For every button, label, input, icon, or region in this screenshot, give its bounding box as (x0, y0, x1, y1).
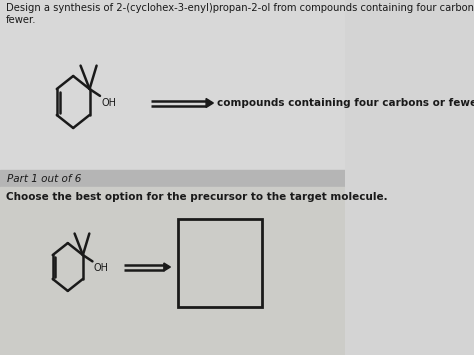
Text: Choose the best option for the precursor to the target molecule.: Choose the best option for the precursor… (6, 192, 387, 202)
Text: fewer.: fewer. (6, 15, 36, 25)
Text: Part 1 out of 6: Part 1 out of 6 (7, 174, 82, 184)
Text: OH: OH (94, 263, 109, 273)
Bar (0, 187, 345, 355)
Text: OH: OH (101, 98, 117, 108)
Text: compounds containing four carbons or fewer: compounds containing four carbons or few… (217, 98, 474, 108)
Polygon shape (206, 98, 213, 108)
Text: Design a synthesis of 2-(cyclohex-3-enyl)propan-2-ol from compounds containing f: Design a synthesis of 2-(cyclohex-3-enyl… (6, 3, 474, 13)
Bar (178, 219, 262, 307)
Bar (0, 170, 345, 187)
Polygon shape (164, 263, 170, 271)
Bar (0, 0, 345, 170)
